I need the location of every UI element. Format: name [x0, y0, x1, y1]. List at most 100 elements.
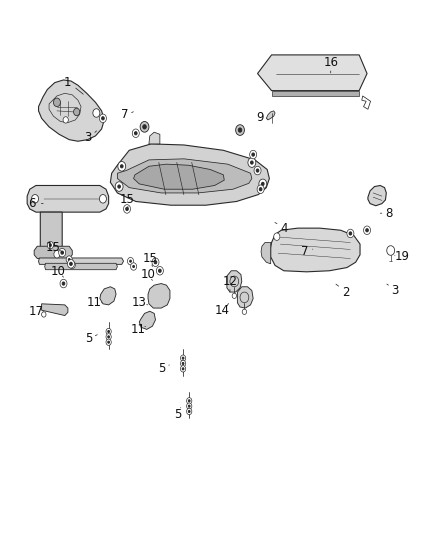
Circle shape	[60, 279, 67, 288]
Circle shape	[42, 312, 46, 317]
Circle shape	[250, 150, 257, 159]
Text: 1: 1	[64, 76, 72, 89]
Circle shape	[187, 408, 192, 415]
Circle shape	[62, 282, 65, 285]
Circle shape	[259, 179, 267, 189]
Circle shape	[236, 125, 244, 135]
Text: 4: 4	[280, 222, 288, 235]
Polygon shape	[261, 243, 271, 264]
Circle shape	[143, 125, 146, 129]
Polygon shape	[258, 55, 367, 91]
Circle shape	[187, 398, 192, 404]
Polygon shape	[117, 159, 252, 193]
Text: 16: 16	[323, 56, 338, 69]
Text: 6: 6	[28, 197, 35, 210]
Circle shape	[74, 108, 80, 116]
Circle shape	[182, 368, 184, 370]
Text: 17: 17	[28, 305, 43, 318]
Circle shape	[66, 256, 72, 263]
Circle shape	[69, 261, 75, 269]
Circle shape	[238, 128, 242, 132]
Polygon shape	[134, 164, 224, 189]
Circle shape	[93, 109, 100, 117]
Circle shape	[242, 309, 247, 314]
Text: 13: 13	[132, 296, 147, 309]
Circle shape	[259, 188, 262, 191]
Polygon shape	[27, 185, 109, 212]
Circle shape	[68, 259, 70, 261]
Text: 15: 15	[46, 241, 61, 254]
Text: 3: 3	[84, 131, 91, 144]
Circle shape	[120, 165, 123, 168]
Circle shape	[254, 166, 261, 175]
Polygon shape	[42, 304, 68, 316]
Circle shape	[188, 410, 190, 413]
Text: 7: 7	[121, 108, 129, 120]
Circle shape	[67, 260, 74, 268]
Text: 14: 14	[215, 304, 230, 317]
Circle shape	[54, 251, 60, 258]
Circle shape	[106, 328, 111, 335]
Circle shape	[387, 246, 395, 255]
Circle shape	[118, 161, 126, 171]
Circle shape	[182, 362, 184, 365]
Polygon shape	[272, 91, 359, 96]
Text: 11: 11	[131, 323, 145, 336]
Circle shape	[32, 195, 39, 203]
Text: 5: 5	[174, 408, 181, 421]
Polygon shape	[266, 111, 275, 120]
Circle shape	[115, 182, 123, 191]
Circle shape	[131, 263, 137, 270]
Circle shape	[182, 357, 184, 359]
Circle shape	[108, 330, 110, 333]
Circle shape	[232, 293, 237, 298]
Circle shape	[152, 258, 159, 266]
Polygon shape	[237, 287, 253, 308]
Circle shape	[364, 226, 371, 235]
Circle shape	[180, 360, 186, 367]
Text: 2: 2	[342, 286, 350, 298]
Circle shape	[251, 161, 253, 164]
Text: 5: 5	[159, 362, 166, 375]
Circle shape	[71, 264, 73, 266]
Circle shape	[187, 403, 192, 409]
Polygon shape	[148, 284, 170, 308]
Polygon shape	[45, 263, 117, 270]
Circle shape	[156, 266, 163, 275]
Circle shape	[349, 232, 352, 235]
Circle shape	[256, 169, 259, 172]
Polygon shape	[271, 228, 360, 272]
Text: 10: 10	[50, 265, 65, 278]
Circle shape	[132, 129, 139, 138]
Polygon shape	[149, 132, 160, 144]
Text: 10: 10	[141, 268, 155, 281]
Circle shape	[108, 341, 110, 343]
Text: 11: 11	[87, 296, 102, 309]
Circle shape	[49, 244, 52, 247]
Text: 7: 7	[300, 245, 308, 258]
Circle shape	[106, 334, 111, 340]
Circle shape	[159, 269, 161, 272]
Circle shape	[70, 262, 72, 265]
Polygon shape	[34, 246, 72, 259]
Circle shape	[124, 205, 131, 213]
Circle shape	[154, 261, 157, 264]
Circle shape	[61, 251, 64, 254]
Circle shape	[63, 117, 68, 123]
Circle shape	[53, 98, 60, 107]
Polygon shape	[40, 212, 62, 258]
Text: 15: 15	[120, 193, 134, 206]
Circle shape	[257, 185, 264, 193]
Circle shape	[180, 366, 186, 372]
Circle shape	[188, 400, 190, 402]
Polygon shape	[100, 287, 116, 305]
Polygon shape	[368, 185, 386, 206]
Text: 19: 19	[395, 251, 410, 263]
Circle shape	[126, 207, 128, 211]
Circle shape	[248, 158, 256, 167]
Circle shape	[347, 229, 354, 238]
Circle shape	[140, 122, 149, 132]
Circle shape	[366, 229, 368, 232]
Circle shape	[127, 257, 134, 265]
Text: 8: 8	[385, 207, 392, 220]
